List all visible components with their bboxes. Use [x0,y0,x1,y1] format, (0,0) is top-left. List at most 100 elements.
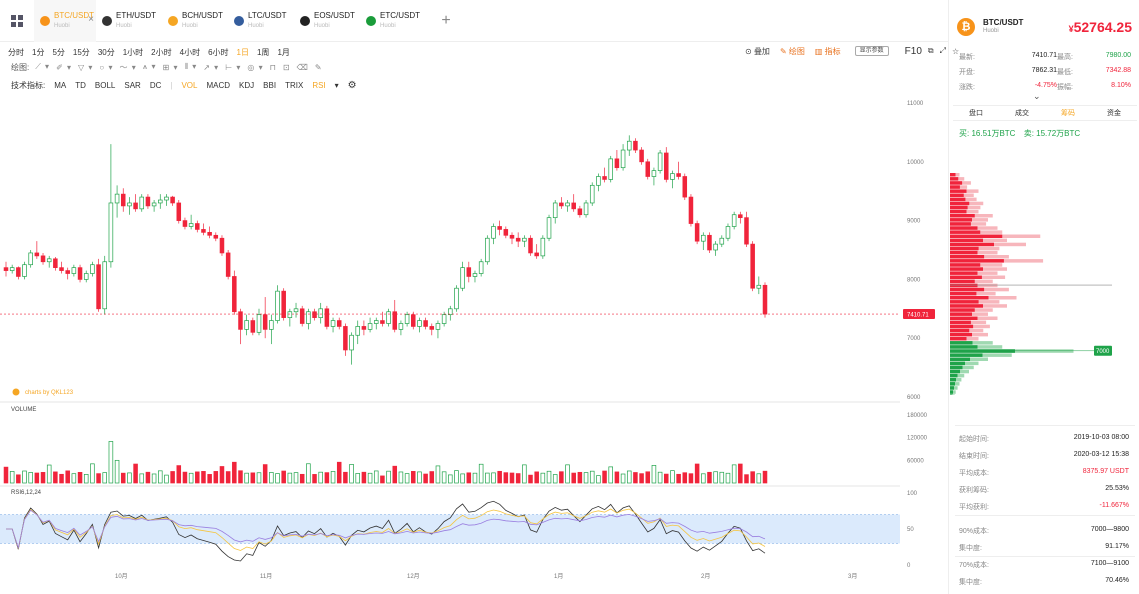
draw-label: 绘图: [11,62,30,72]
candle-body [349,334,354,351]
volume-bar [411,471,416,484]
period-3[interactable]: 15分 [72,47,90,57]
candle-body [158,199,163,204]
order-tab-3[interactable]: 资金 [1107,110,1121,117]
period-5[interactable]: 1小时 [122,47,144,57]
price-tick-label: 6000 [907,395,921,401]
chip-ask-bar [950,181,963,185]
candle-body [411,314,416,327]
eye-tool-icon[interactable]: ◎ ▾ [247,62,264,72]
candle-body [682,176,688,198]
candle-body [565,202,570,207]
volume-bar [454,470,459,484]
volume-bar [448,474,453,484]
fullscreen-icon[interactable]: ⤢ [939,46,947,55]
symbol-tab-0[interactable]: BTC/USDT Huobi × [34,0,96,42]
order-tab-0[interactable]: 盘口 [969,110,983,117]
period-1[interactable]: 1分 [32,47,45,57]
grid-menu-icon[interactable] [0,0,34,42]
period-9[interactable]: 1日 [236,47,249,57]
period-7[interactable]: 4小时 [179,47,201,57]
coin-icon [102,15,112,26]
indicator-td[interactable]: TD [75,80,86,90]
chip-ask-bar [950,205,968,210]
period-11[interactable]: 1月 [277,47,290,57]
settings-button[interactable]: 显示参数 [854,46,889,56]
period-8[interactable]: 6小时 [208,47,229,57]
indicator-button[interactable]: ▥ 指标 [814,46,841,56]
screenshot-icon[interactable]: ⧉ [927,46,934,55]
indicator-kdj[interactable]: KDJ [239,80,255,90]
order-tab-2[interactable]: 筹码 [1061,110,1075,117]
gear-icon[interactable]: ⚙ [347,79,357,91]
stat-row-right: 振幅: 8.10% [1057,82,1131,91]
expand-chevron-icon[interactable]: ⌄ [1033,91,1041,101]
trash-icon[interactable]: ⌫ [296,62,309,72]
volume-bar [102,472,107,484]
add-tab-button[interactable]: + [441,11,451,29]
period-6[interactable]: 2小时 [151,47,172,57]
period-10[interactable]: 1周 [256,47,270,57]
chip-bid-bar [950,382,955,386]
volume-bar [207,474,212,484]
indicator-boll[interactable]: BOLL [94,80,116,90]
chip-stat-row: 90%成本: 7000—9800 [959,526,1129,535]
indicator-trix[interactable]: TRIX [285,80,304,90]
lock-tool-icon[interactable]: ⊡ [282,62,291,72]
volume-bar [583,472,589,484]
wave-tool-icon[interactable]: 〜 ▾ [119,62,137,72]
chip-ask-bar [950,218,972,222]
symbol-tab-4[interactable]: EOS/USDT Huobi [294,0,360,42]
price-chart[interactable]: 11000 10000 9000 8000 7000 6000 7410.71 charts … [0,95,948,594]
volume-bar [293,472,299,484]
tab-exchange: Huobi [248,22,264,29]
pattern-tool-icon[interactable]: ⩚ ▾ [142,62,157,71]
indicator-dropdown-icon[interactable]: ▾ [334,80,339,90]
measure-tool-icon[interactable]: ⊞ ▾ [162,62,179,72]
symbol-tab-3[interactable]: LTC/USDT Huobi [228,0,294,42]
close-tab-icon[interactable]: × [88,13,94,25]
indicator-rsi[interactable]: RSI [312,80,326,90]
candle-body [756,284,762,289]
last-price-tag [903,309,935,320]
fib-tool-icon[interactable]: ▽ ▾ [78,62,94,72]
symbol-tab-5[interactable]: ETC/USDT Huobi [360,0,426,42]
chip-ask-bar [950,308,975,312]
order-tab-1[interactable]: 成交 [1015,110,1029,117]
btc-coin-icon: ₿ [957,18,975,36]
rsi-tick-label: 100 [907,491,918,497]
magnet-tool-icon[interactable]: ⊓ [269,62,277,72]
overlay-button[interactable]: ⊙ 叠加 [745,46,770,56]
chip-ask-bar [950,250,978,255]
arrow-tool-icon[interactable]: ↗ ▾ [203,62,220,72]
shape-tool-icon[interactable]: ○ ▾ [99,62,114,72]
candle-body [262,314,268,330]
star-icon[interactable]: ☆ [952,46,960,56]
f10-button[interactable]: F10 [904,45,922,57]
indicator-bbi[interactable]: BBI [263,80,277,90]
rsi-line-12 [6,508,766,551]
indicator-sar[interactable]: SAR [124,80,141,90]
candle-body [614,158,620,169]
period-0[interactable]: 分时 [8,47,24,57]
rsi-tick-label: 0 [907,563,911,569]
period-2[interactable]: 5分 [52,47,65,57]
draw-button[interactable]: ✎ 绘图 [779,46,805,56]
channel-tool-icon[interactable]: ⦀ ▾ [184,62,198,71]
symbol-tab-1[interactable]: ETH/USDT Huobi [96,0,162,42]
indicator-vol[interactable]: VOL [181,80,198,90]
symbol-tab-2[interactable]: BCH/USDT Huobi [162,0,228,42]
chip-cost-tag [1094,345,1112,356]
period-4[interactable]: 30分 [97,47,115,57]
indicator-ma[interactable]: MA [54,80,67,90]
indicator-dc[interactable]: DC [149,80,162,90]
volume-bar [472,472,478,484]
eraser-icon[interactable]: ✎ [314,62,323,72]
candle-body [589,184,595,204]
volume-bar [170,471,175,484]
line-tool-icon[interactable]: ⟋ ▾ [35,62,51,71]
range-tool-icon[interactable]: ⊢ ▾ [225,62,242,72]
candle-body [170,196,175,204]
indicator-macd[interactable]: MACD [206,80,231,90]
pen-tool-icon[interactable]: ✐ ▾ [56,62,73,72]
